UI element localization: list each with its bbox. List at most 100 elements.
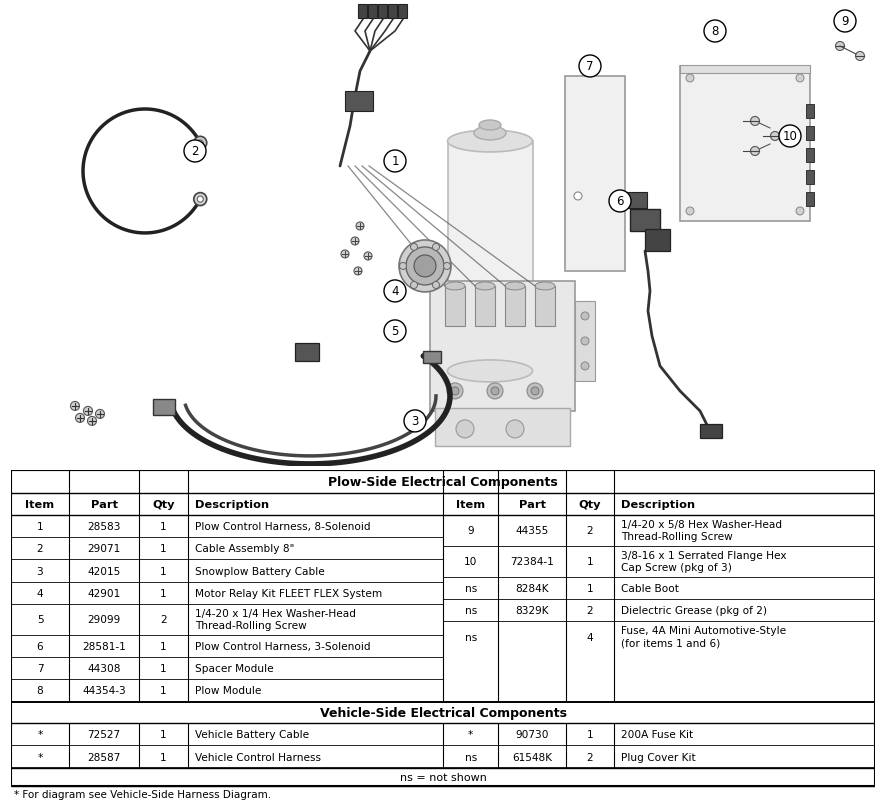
Text: 1: 1 <box>36 521 43 531</box>
Text: (for items 1 and 6): (for items 1 and 6) <box>621 637 720 647</box>
Circle shape <box>384 281 406 303</box>
Ellipse shape <box>456 420 474 439</box>
Ellipse shape <box>535 282 555 290</box>
Bar <box>645 230 670 251</box>
Text: 1: 1 <box>160 642 167 651</box>
Text: 6: 6 <box>36 642 43 651</box>
Ellipse shape <box>796 75 804 83</box>
Text: 4: 4 <box>36 588 43 598</box>
Text: Vehicle Battery Cable: Vehicle Battery Cable <box>195 729 309 740</box>
Circle shape <box>384 320 406 342</box>
Bar <box>505 286 525 327</box>
Ellipse shape <box>686 208 694 216</box>
Text: 8329K: 8329K <box>516 605 549 616</box>
Text: 72384-1: 72384-1 <box>510 556 554 567</box>
Bar <box>806 148 814 163</box>
Text: ns = not shown: ns = not shown <box>400 772 486 782</box>
Ellipse shape <box>451 388 459 396</box>
Text: 1: 1 <box>160 685 167 696</box>
Ellipse shape <box>410 244 417 251</box>
Ellipse shape <box>474 127 506 141</box>
Text: 28583: 28583 <box>88 521 120 531</box>
Ellipse shape <box>447 360 532 383</box>
Text: *: * <box>37 729 43 740</box>
Text: Plow-Side Electrical Components: Plow-Side Electrical Components <box>328 475 558 488</box>
Ellipse shape <box>835 42 844 51</box>
Text: 1: 1 <box>160 588 167 598</box>
Ellipse shape <box>341 251 349 259</box>
Text: 44354-3: 44354-3 <box>82 685 126 696</box>
Text: 2: 2 <box>587 752 594 762</box>
Text: 2: 2 <box>587 526 594 535</box>
Bar <box>680 67 810 221</box>
Text: Cable Boot: Cable Boot <box>621 583 680 593</box>
Bar <box>153 400 175 415</box>
Bar <box>565 77 625 272</box>
Bar <box>806 171 814 185</box>
Bar <box>680 66 810 74</box>
Ellipse shape <box>856 53 865 62</box>
Text: 42015: 42015 <box>88 566 120 576</box>
Text: Motor Relay Kit FLEET FLEX System: Motor Relay Kit FLEET FLEX System <box>195 588 382 598</box>
Text: 42901: 42901 <box>88 588 120 598</box>
Ellipse shape <box>581 337 589 345</box>
Text: 9: 9 <box>467 526 474 535</box>
Ellipse shape <box>414 255 436 277</box>
Bar <box>430 281 575 411</box>
Text: 44355: 44355 <box>516 526 548 535</box>
Text: 28581-1: 28581-1 <box>82 642 126 651</box>
Text: ns: ns <box>464 632 477 642</box>
Text: Thread-Rolling Screw: Thread-Rolling Screw <box>195 620 307 630</box>
Text: Plow Control Harness, 3-Solenoid: Plow Control Harness, 3-Solenoid <box>195 642 370 651</box>
Text: 3: 3 <box>36 566 43 576</box>
Ellipse shape <box>194 193 206 206</box>
Text: 7: 7 <box>36 663 43 673</box>
Bar <box>475 286 495 327</box>
Text: Vehicle-Side Electrical Components: Vehicle-Side Electrical Components <box>320 706 566 719</box>
Text: 29099: 29099 <box>88 615 120 624</box>
Text: 28587: 28587 <box>88 752 120 762</box>
Bar <box>295 344 319 362</box>
Text: 3/8-16 x 1 Serrated Flange Hex: 3/8-16 x 1 Serrated Flange Hex <box>621 551 787 560</box>
Text: 8: 8 <box>711 25 719 38</box>
Ellipse shape <box>750 118 759 127</box>
Text: Cable Assembly 8": Cable Assembly 8" <box>195 543 294 554</box>
Ellipse shape <box>506 420 524 439</box>
Text: Thread-Rolling Screw: Thread-Rolling Screw <box>621 531 733 541</box>
Text: 10: 10 <box>464 556 478 567</box>
Circle shape <box>404 410 426 432</box>
Text: 2: 2 <box>36 543 43 554</box>
Ellipse shape <box>796 208 804 216</box>
Ellipse shape <box>406 247 444 285</box>
Text: 9: 9 <box>841 15 849 28</box>
Ellipse shape <box>445 282 465 290</box>
Ellipse shape <box>581 363 589 371</box>
Ellipse shape <box>356 223 364 230</box>
Bar <box>445 286 465 327</box>
Text: 1: 1 <box>160 729 167 740</box>
Ellipse shape <box>491 388 499 396</box>
Ellipse shape <box>444 263 450 270</box>
Ellipse shape <box>71 402 80 411</box>
Bar <box>423 351 441 363</box>
Ellipse shape <box>447 131 532 152</box>
Text: ns: ns <box>464 752 477 762</box>
Bar <box>630 210 660 232</box>
Circle shape <box>184 141 206 163</box>
Bar <box>700 424 722 439</box>
Text: Snowplow Battery Cable: Snowplow Battery Cable <box>195 566 324 576</box>
Ellipse shape <box>750 148 759 157</box>
Bar <box>398 5 407 19</box>
Text: 3: 3 <box>411 415 419 428</box>
Ellipse shape <box>581 312 589 320</box>
Text: 5: 5 <box>392 325 399 338</box>
Bar <box>575 302 595 381</box>
Text: 44308: 44308 <box>88 663 120 673</box>
Text: *: * <box>468 729 473 740</box>
Text: Cap Screw (pkg of 3): Cap Screw (pkg of 3) <box>621 562 732 572</box>
Text: 61548K: 61548K <box>512 752 552 762</box>
Text: 1: 1 <box>587 729 594 740</box>
Text: 1: 1 <box>587 583 594 593</box>
Text: *: * <box>37 752 43 762</box>
Ellipse shape <box>447 384 463 400</box>
